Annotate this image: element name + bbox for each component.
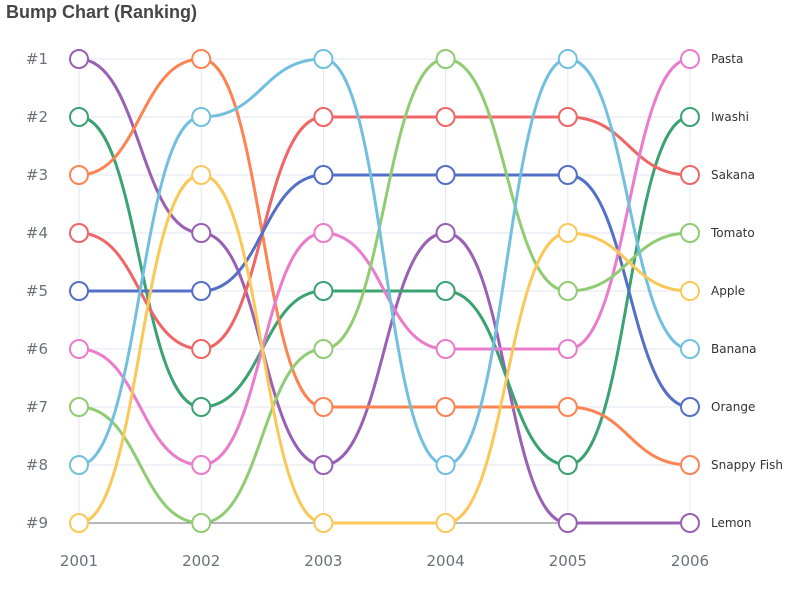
data-point <box>191 455 212 475</box>
data-point <box>69 397 89 417</box>
data-point <box>191 223 212 243</box>
data-point <box>313 49 334 69</box>
y-tick-label: #6 <box>26 340 48 358</box>
data-point <box>557 339 578 359</box>
x-tick-label: 2003 <box>304 552 342 570</box>
data-point <box>69 339 89 359</box>
series-end-label: Lemon <box>711 516 752 530</box>
y-tick-label: #4 <box>26 224 48 242</box>
end-labels: Lemon Iwashi Snappy Fish Sakana Orange Pasta T… <box>710 52 783 530</box>
data-point <box>69 455 89 475</box>
data-point <box>191 107 212 127</box>
y-tick-label: #1 <box>26 50 48 68</box>
x-tick-label: 2002 <box>182 552 220 570</box>
series-end-label: Iwashi <box>711 110 749 124</box>
data-point <box>435 339 456 359</box>
x-tick-label: 2001 <box>60 552 98 570</box>
data-point <box>69 513 89 533</box>
series-line <box>77 115 692 351</box>
data-point <box>435 223 456 243</box>
data-point <box>191 339 212 359</box>
data-point <box>680 455 700 475</box>
y-tick-label: #7 <box>26 398 48 416</box>
data-point <box>313 455 334 475</box>
data-point <box>557 165 578 185</box>
data-point <box>680 397 700 417</box>
data-point <box>69 281 89 301</box>
data-points <box>69 49 700 533</box>
data-point <box>680 165 700 185</box>
data-point <box>313 165 334 185</box>
data-point <box>313 107 334 127</box>
data-point <box>680 223 700 243</box>
axes: #1 #2 #3 #4 #5 #6 #7 #8 #9 2001 2002 2003 2004 2005 20… <box>26 50 709 570</box>
data-point <box>435 165 456 185</box>
data-point <box>557 397 578 417</box>
y-tick-label: #9 <box>26 514 48 532</box>
y-tick-label: #5 <box>26 282 48 300</box>
series-end-label: Tomato <box>710 226 755 240</box>
data-point <box>69 107 89 127</box>
data-point <box>435 397 456 417</box>
data-point <box>191 49 212 69</box>
data-point <box>680 49 700 69</box>
x-tick-label: 2004 <box>427 552 465 570</box>
series-line <box>77 57 692 525</box>
data-point <box>191 513 212 533</box>
y-tick-label: #8 <box>26 456 48 474</box>
data-point <box>313 397 334 417</box>
data-point <box>435 49 456 69</box>
data-point <box>557 455 578 475</box>
series-end-label: Sakana <box>711 168 755 182</box>
data-point <box>680 107 700 127</box>
data-point <box>313 281 334 301</box>
series-end-label: Apple <box>711 284 745 298</box>
data-point <box>191 397 212 417</box>
data-point <box>191 281 212 301</box>
data-point <box>313 513 334 533</box>
data-point <box>557 49 578 69</box>
data-point <box>557 281 578 301</box>
data-point <box>435 107 456 127</box>
data-point <box>435 513 456 533</box>
series-line <box>77 115 692 467</box>
series-end-label: Orange <box>711 400 755 414</box>
y-tick-label: #2 <box>26 108 48 126</box>
data-point <box>680 281 700 301</box>
data-point <box>435 455 456 475</box>
series-line <box>77 57 692 467</box>
data-point <box>435 281 456 301</box>
series-end-label: Pasta <box>711 52 743 66</box>
series-end-label: Snappy Fish <box>711 458 783 472</box>
data-point <box>69 165 89 185</box>
x-tick-label: 2005 <box>549 552 587 570</box>
data-point <box>557 107 578 127</box>
data-point <box>313 339 334 359</box>
data-point <box>69 223 89 243</box>
series-line <box>77 57 692 467</box>
data-point <box>680 513 700 533</box>
y-tick-label: #3 <box>26 166 48 184</box>
chart-title: Bump Chart (Ranking) <box>6 2 197 22</box>
data-point <box>313 223 334 243</box>
x-tick-label: 2006 <box>671 552 709 570</box>
data-point <box>680 339 700 359</box>
series-end-label: Banana <box>711 342 757 356</box>
data-point <box>557 513 578 533</box>
data-point <box>191 165 212 185</box>
data-point <box>557 223 578 243</box>
data-point <box>69 49 89 69</box>
